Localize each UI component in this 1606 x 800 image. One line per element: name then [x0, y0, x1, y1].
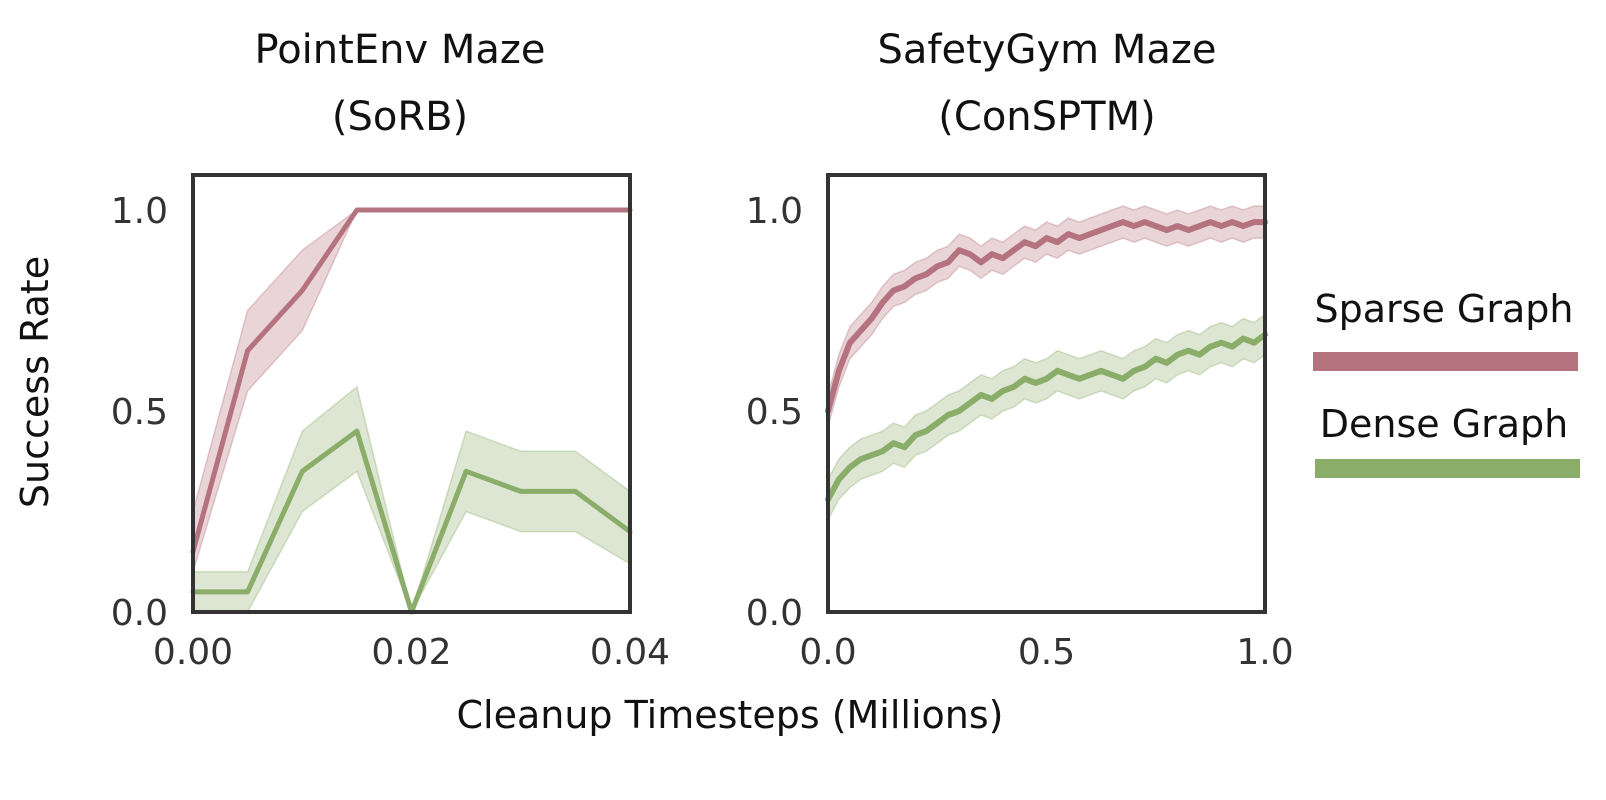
panel-1-plot-area [190, 207, 633, 615]
band-0-1 [192, 385, 631, 615]
panel-pointenv: PointEnv Maze (SoRB) 0.00.51.00.00 0.02 0.… [111, 27, 670, 673]
xtick-label-0-1: 0.02 [371, 632, 451, 673]
x-axis-label: Cleanup Timesteps (Millions) [457, 693, 1004, 737]
panel-2-frame [826, 173, 1267, 614]
ytick-label-0-1: 0.5 [111, 392, 168, 433]
legend-label-sparse: Sparse Graph [1315, 287, 1574, 331]
panel-2-ticks: 0.0 0.5 1.0 0.0 0.5 1.0 [746, 191, 1294, 673]
ytick-label-0-0: 0.0 [111, 593, 168, 634]
panel-2-plot-area [825, 205, 1268, 520]
panel-2-title-line1: SafetyGym Maze [878, 27, 1217, 73]
series-line-1-1 [825, 331, 1268, 503]
xtick-label-0-0: 0.00 [153, 632, 233, 673]
series-line-1-0 [825, 219, 1268, 414]
legend-swatch-dense [1315, 459, 1580, 478]
panel-1-ticks: 0.0 0.5 1.0 0.00 0.02 0.04 [111, 191, 670, 673]
legend-label-dense: Dense Graph [1320, 402, 1569, 446]
ytick-label-1-2: 1.0 [746, 191, 803, 232]
xtick-label-1-0: 0.0 [799, 632, 856, 673]
ytick-label-1-0: 0.0 [746, 593, 803, 634]
series-line-0-0 [190, 207, 633, 555]
panel-safetygym: SafetyGym Maze (ConSPTM) 0.0 0.5 1.0 0.0 0.5… [746, 27, 1294, 673]
xtick-label-0-2: 0.04 [590, 632, 670, 673]
xtick-label-1-2: 1.0 [1236, 632, 1293, 673]
band-1-1 [827, 313, 1266, 520]
panel-2-title-line2: (ConSPTM) [938, 94, 1155, 140]
legend-swatch-sparse [1313, 352, 1578, 371]
ytick-label-0-2: 1.0 [111, 191, 168, 232]
ytick-label-1-1: 0.5 [746, 392, 803, 433]
xtick-label-1-1: 0.5 [1018, 632, 1075, 673]
panel-1-title-line1: PointEnv Maze [255, 27, 546, 73]
legend: Sparse Graph Dense Graph [1313, 287, 1580, 478]
panel-1-frame [191, 173, 632, 614]
y-axis-label: Success Rate [13, 256, 57, 508]
panel-1-title-line2: (SoRB) [332, 94, 468, 140]
